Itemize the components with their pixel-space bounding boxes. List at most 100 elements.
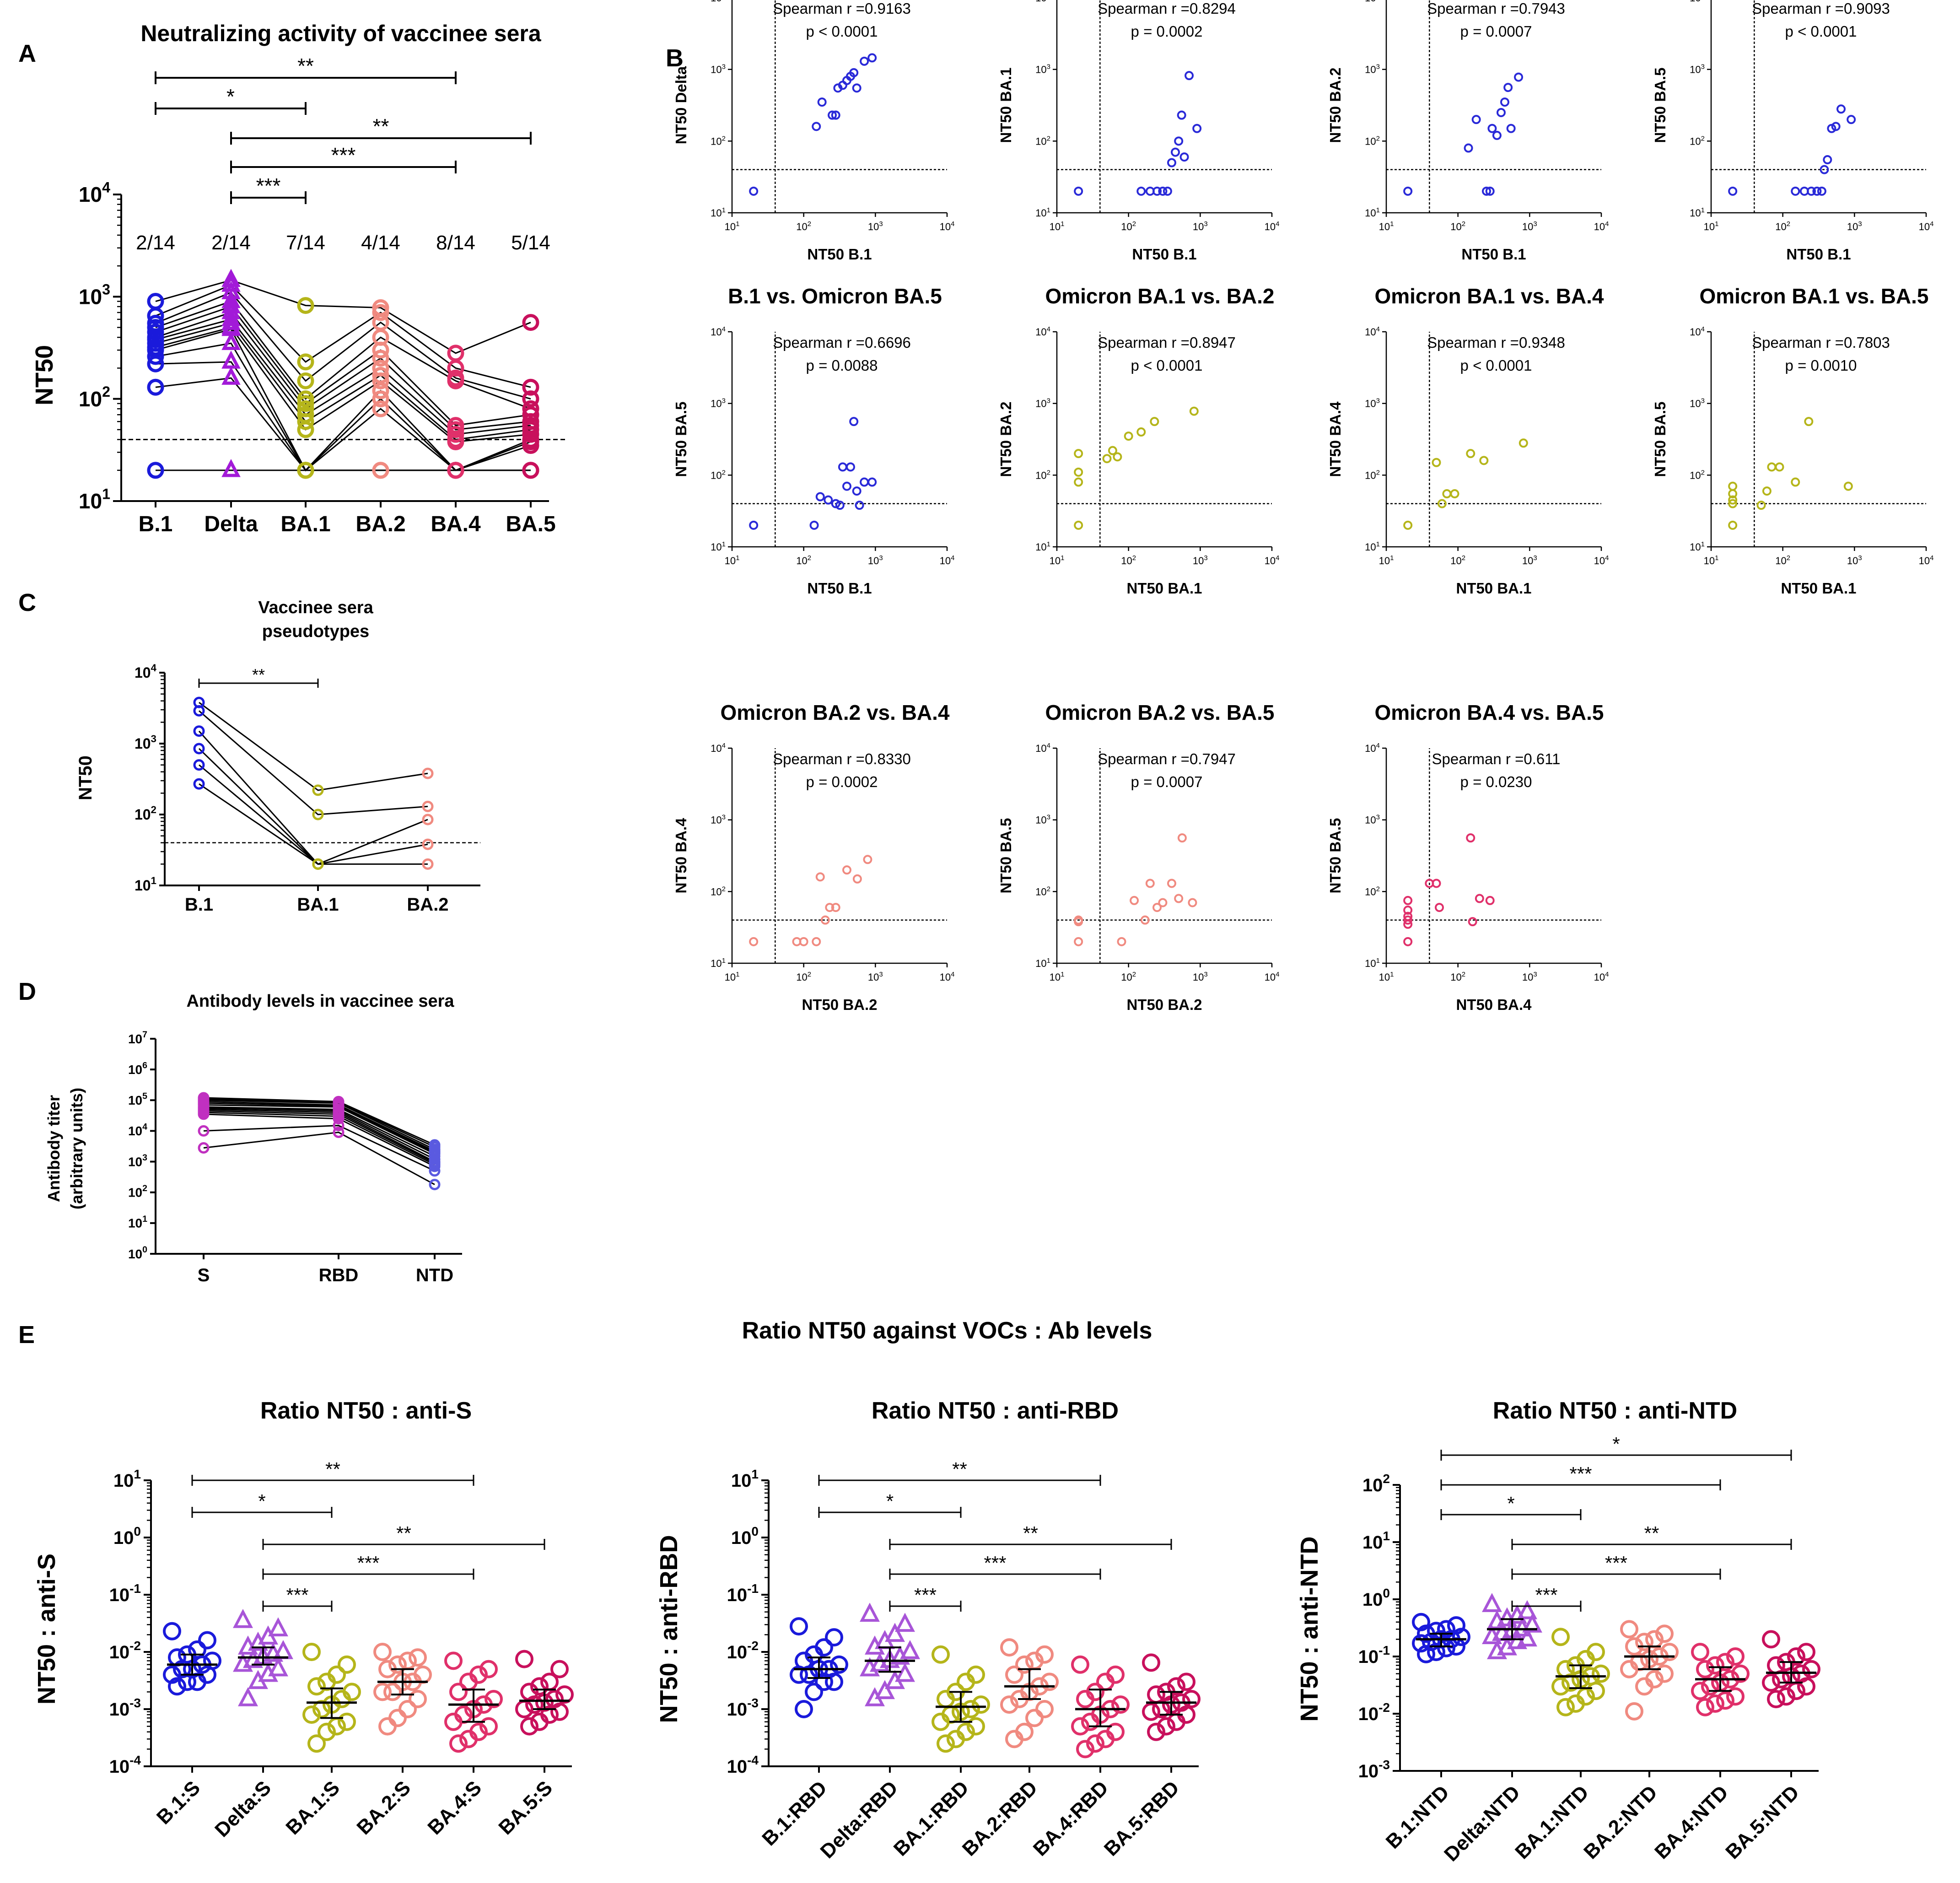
- panel-c-point: [422, 814, 434, 825]
- panel-a-count-label: 2/14: [211, 232, 251, 254]
- panel-b9-point: [749, 937, 759, 946]
- panel-b5-title: B.1 vs. Omicron BA.5: [728, 284, 942, 308]
- panel-b6-x-tick-label: 103: [1193, 554, 1208, 567]
- panel-e2-point: [1142, 1653, 1160, 1672]
- panel-b10-point: [1174, 894, 1184, 903]
- panel-b10-y-label: NT50 BA.5: [997, 818, 1014, 893]
- panel-d-point: [198, 1142, 210, 1154]
- panel-a-point: [447, 462, 464, 479]
- panel-a-x-tick-label: BA.5: [506, 512, 555, 536]
- panel-e1-point: [525, 1695, 544, 1714]
- panel-e1-point: [163, 1622, 181, 1640]
- panel-e2-point: [1152, 1700, 1170, 1718]
- panel-a-point: [372, 372, 389, 389]
- panel-b4-point: [1791, 186, 1800, 196]
- panel-e3-point: [1567, 1694, 1585, 1713]
- panel-label-c: C: [18, 589, 36, 616]
- panel-b3-point: [1514, 72, 1524, 82]
- panel-b7-y-label: NT50 BA.4: [1327, 401, 1344, 477]
- panel-e1-point: [555, 1685, 574, 1704]
- panel-e1-sig-label: *: [258, 1490, 265, 1512]
- panel-e2-point: [1000, 1638, 1018, 1657]
- panel-a-point: [147, 307, 164, 324]
- panel-b5-point: [842, 481, 851, 491]
- panel-b1-point: [749, 186, 759, 196]
- panel-b2-point: [1152, 186, 1162, 196]
- panel-e3-y-label: NT50 : anti-NTD: [1296, 1537, 1323, 1722]
- panel-e2-point: [830, 1655, 848, 1674]
- panel-c-point: [422, 838, 434, 850]
- panel-e1-point: [318, 1673, 336, 1691]
- panel-a-subject-line: [155, 318, 531, 435]
- panel-b1-point: [828, 110, 837, 120]
- panel-a-x-tick-label: B.1: [139, 512, 173, 536]
- panel-e2-point: [1086, 1734, 1104, 1753]
- panel-b9-point: [863, 855, 872, 864]
- panel-e3-point: [1706, 1694, 1724, 1713]
- panel-e1-point: [444, 1712, 463, 1731]
- panel-e1-point: [248, 1631, 268, 1651]
- panel-a-point: [372, 350, 389, 367]
- panel-e2-point: [815, 1673, 833, 1691]
- panel-e3-point: [1487, 1640, 1507, 1659]
- panel-c-point: [193, 725, 205, 737]
- panel-a-x-tick-label: BA.2: [355, 512, 405, 536]
- panel-b6-point: [1150, 417, 1159, 426]
- panel-a-point: [297, 372, 314, 389]
- panel-d-point: [429, 1165, 441, 1177]
- panel-b9-point: [825, 903, 835, 912]
- panel-c-y-tick-label: 104: [135, 662, 157, 681]
- panel-a-point: [372, 462, 389, 479]
- panel-e3-point: [1635, 1677, 1653, 1696]
- panel-label-d: D: [18, 978, 36, 1005]
- panel-e3-point: [1797, 1643, 1815, 1662]
- panel-c-x-tick-label: B.1: [185, 895, 213, 915]
- panel-e3-point: [1487, 1610, 1507, 1629]
- panel-b1-y-label: NT50 Delta: [673, 66, 689, 144]
- panel-a-point: [297, 353, 314, 371]
- panel-b10-point: [1074, 915, 1083, 925]
- panel-e1-point: [485, 1689, 503, 1708]
- panel-e3-point: [1517, 1600, 1537, 1619]
- panel-a-point: [372, 367, 389, 384]
- panel-c-y-tick-label: 103: [135, 733, 156, 752]
- panel-b2-point: [1074, 186, 1083, 196]
- panel-b9-point: [815, 872, 825, 882]
- panel-e1-point: [479, 1717, 498, 1736]
- panel-e1-point: [312, 1700, 331, 1718]
- panel-b10-title: Omicron BA.2 vs. BA.5: [1045, 701, 1274, 724]
- panel-b11-point: [1403, 896, 1413, 905]
- panel-b5-point: [846, 462, 856, 472]
- panel-b4-point: [1831, 122, 1841, 131]
- panel-e2-point: [1147, 1722, 1165, 1741]
- panel-a-point: [147, 348, 164, 365]
- panel-e3-point: [1691, 1643, 1709, 1662]
- panel-b10-point: [1140, 915, 1150, 925]
- panel-b11-x-label: NT50 BA.4: [1456, 996, 1532, 1013]
- panel-b6-spearman-r: Spearman r =0.8947: [1098, 334, 1236, 351]
- panel-b6-point: [1074, 449, 1083, 459]
- panel-e2-title: Ratio NT50 : anti-RBD: [872, 1397, 1119, 1424]
- panel-b2-point: [1163, 186, 1172, 196]
- panel-e1-point: [409, 1689, 427, 1708]
- panel-a-y-tick-label: 103: [79, 281, 110, 309]
- panel-b10-spearman-r: Spearman r =0.7947: [1098, 750, 1236, 767]
- panel-b11-p-value: p = 0.0230: [1460, 773, 1532, 790]
- panel-b5-point: [809, 520, 819, 530]
- panel-b11-point: [1403, 915, 1413, 925]
- panel-e1-point: [449, 1683, 468, 1701]
- panel-e3-point: [1620, 1660, 1638, 1678]
- panel-b5-point: [749, 520, 759, 530]
- panel-e2-point: [1157, 1717, 1175, 1736]
- panel-b3-x-tick-label: 102: [1450, 220, 1465, 232]
- panel-b5-point: [849, 417, 859, 426]
- section-e-title: Ratio NT50 against VOCs : Ab levels: [742, 1317, 1152, 1344]
- panel-e3-point: [1517, 1627, 1537, 1647]
- panel-b10-y-tick-label: 101: [1035, 957, 1050, 969]
- panel-a-x-tick-label: BA.1: [280, 512, 330, 536]
- panel-a-point: [297, 413, 314, 430]
- panel-a-count-label: 8/14: [436, 232, 475, 254]
- panel-e3-point: [1731, 1664, 1750, 1683]
- panel-b7-point: [1437, 499, 1447, 508]
